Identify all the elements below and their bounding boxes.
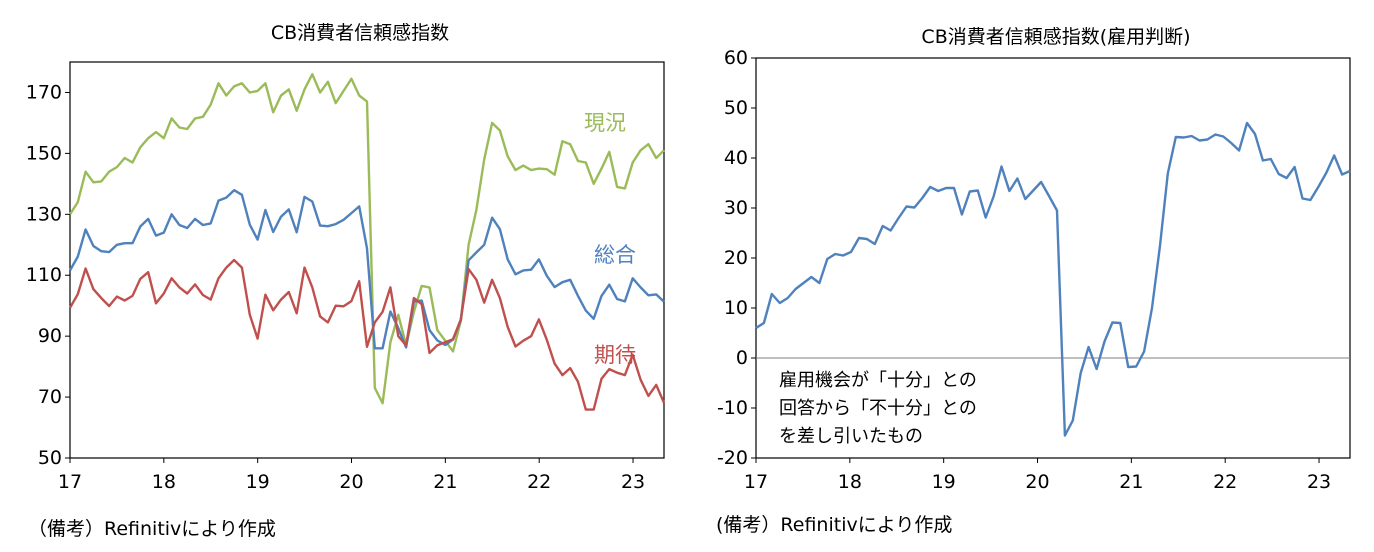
annotation-line-2: 回答から「不十分」との <box>779 398 977 419</box>
plot-frame <box>69 61 665 459</box>
series-label-現況: 現況 <box>584 111 626 135</box>
left-chart-title: CB消費者信頼感指数 <box>270 22 450 44</box>
y-tick-label: 50 <box>724 97 748 119</box>
y-tick-label: 20 <box>724 247 748 269</box>
x-tick-label: 23 <box>1307 471 1331 493</box>
x-tick-label: 21 <box>1119 471 1143 493</box>
x-tick-label: 17 <box>58 471 82 493</box>
y-tick-label: -20 <box>717 447 748 469</box>
x-tick-label: 20 <box>1025 471 1049 493</box>
series-line-期待 <box>68 258 666 411</box>
y-tick-label: -10 <box>717 397 748 419</box>
y-tick-label: 130 <box>26 203 62 225</box>
series-line-現況 <box>68 72 665 405</box>
series-line-employment <box>755 121 1351 437</box>
y-tick-label: 30 <box>724 197 748 219</box>
right-chart-panel: CB消費者信頼感指数(雇用判断) -20 -10 0 10 20 30 40 50 60 17 18… <box>690 0 1374 552</box>
x-tick-label: 18 <box>838 471 862 493</box>
x-tick-label: 23 <box>621 471 645 493</box>
annotation-line-1: 雇用機会が「十分」との <box>779 370 977 391</box>
y-tick-label: 70 <box>38 386 62 408</box>
x-tick-label: 22 <box>527 471 551 493</box>
x-tick-label: 18 <box>152 471 176 493</box>
y-tick-label: 60 <box>724 47 748 69</box>
right-chart-svg: -20 -10 0 10 20 30 40 50 60 17 18 19 20 21 22 23 <box>717 47 1351 493</box>
series-line-総合 <box>68 188 665 350</box>
y-tick-label: 10 <box>724 297 748 319</box>
left-source-note: （備考）Refinitivにより作成 <box>28 518 276 540</box>
y-tick-label: 40 <box>724 147 748 169</box>
x-tick-label: 19 <box>932 471 956 493</box>
series-label-総合: 総合 <box>594 243 636 267</box>
y-tick-label: 50 <box>38 447 62 469</box>
y-tick-label: 90 <box>38 325 62 347</box>
x-tick-label: 20 <box>339 471 363 493</box>
right-source-note: (備考）Refinitivにより作成 <box>716 514 953 536</box>
x-tick-label: 17 <box>744 471 768 493</box>
y-tick-label: 110 <box>26 264 62 286</box>
y-tick-label: 170 <box>26 81 62 103</box>
series-label-期待: 期待 <box>594 343 636 367</box>
annotation-line-3: を差し引いたもの <box>779 426 923 447</box>
y-tick-label: 150 <box>26 142 62 164</box>
x-tick-label: 22 <box>1213 471 1237 493</box>
y-tick-label: 0 <box>736 347 748 369</box>
left-chart-panel: CB消費者信頼感指数 50 70 90 110 130 150 170 17 18 19 20 21 2… <box>0 0 680 552</box>
right-chart-title: CB消費者信頼感指数(雇用判断) <box>921 26 1191 48</box>
x-tick-label: 19 <box>246 471 270 493</box>
x-tick-label: 21 <box>433 471 457 493</box>
